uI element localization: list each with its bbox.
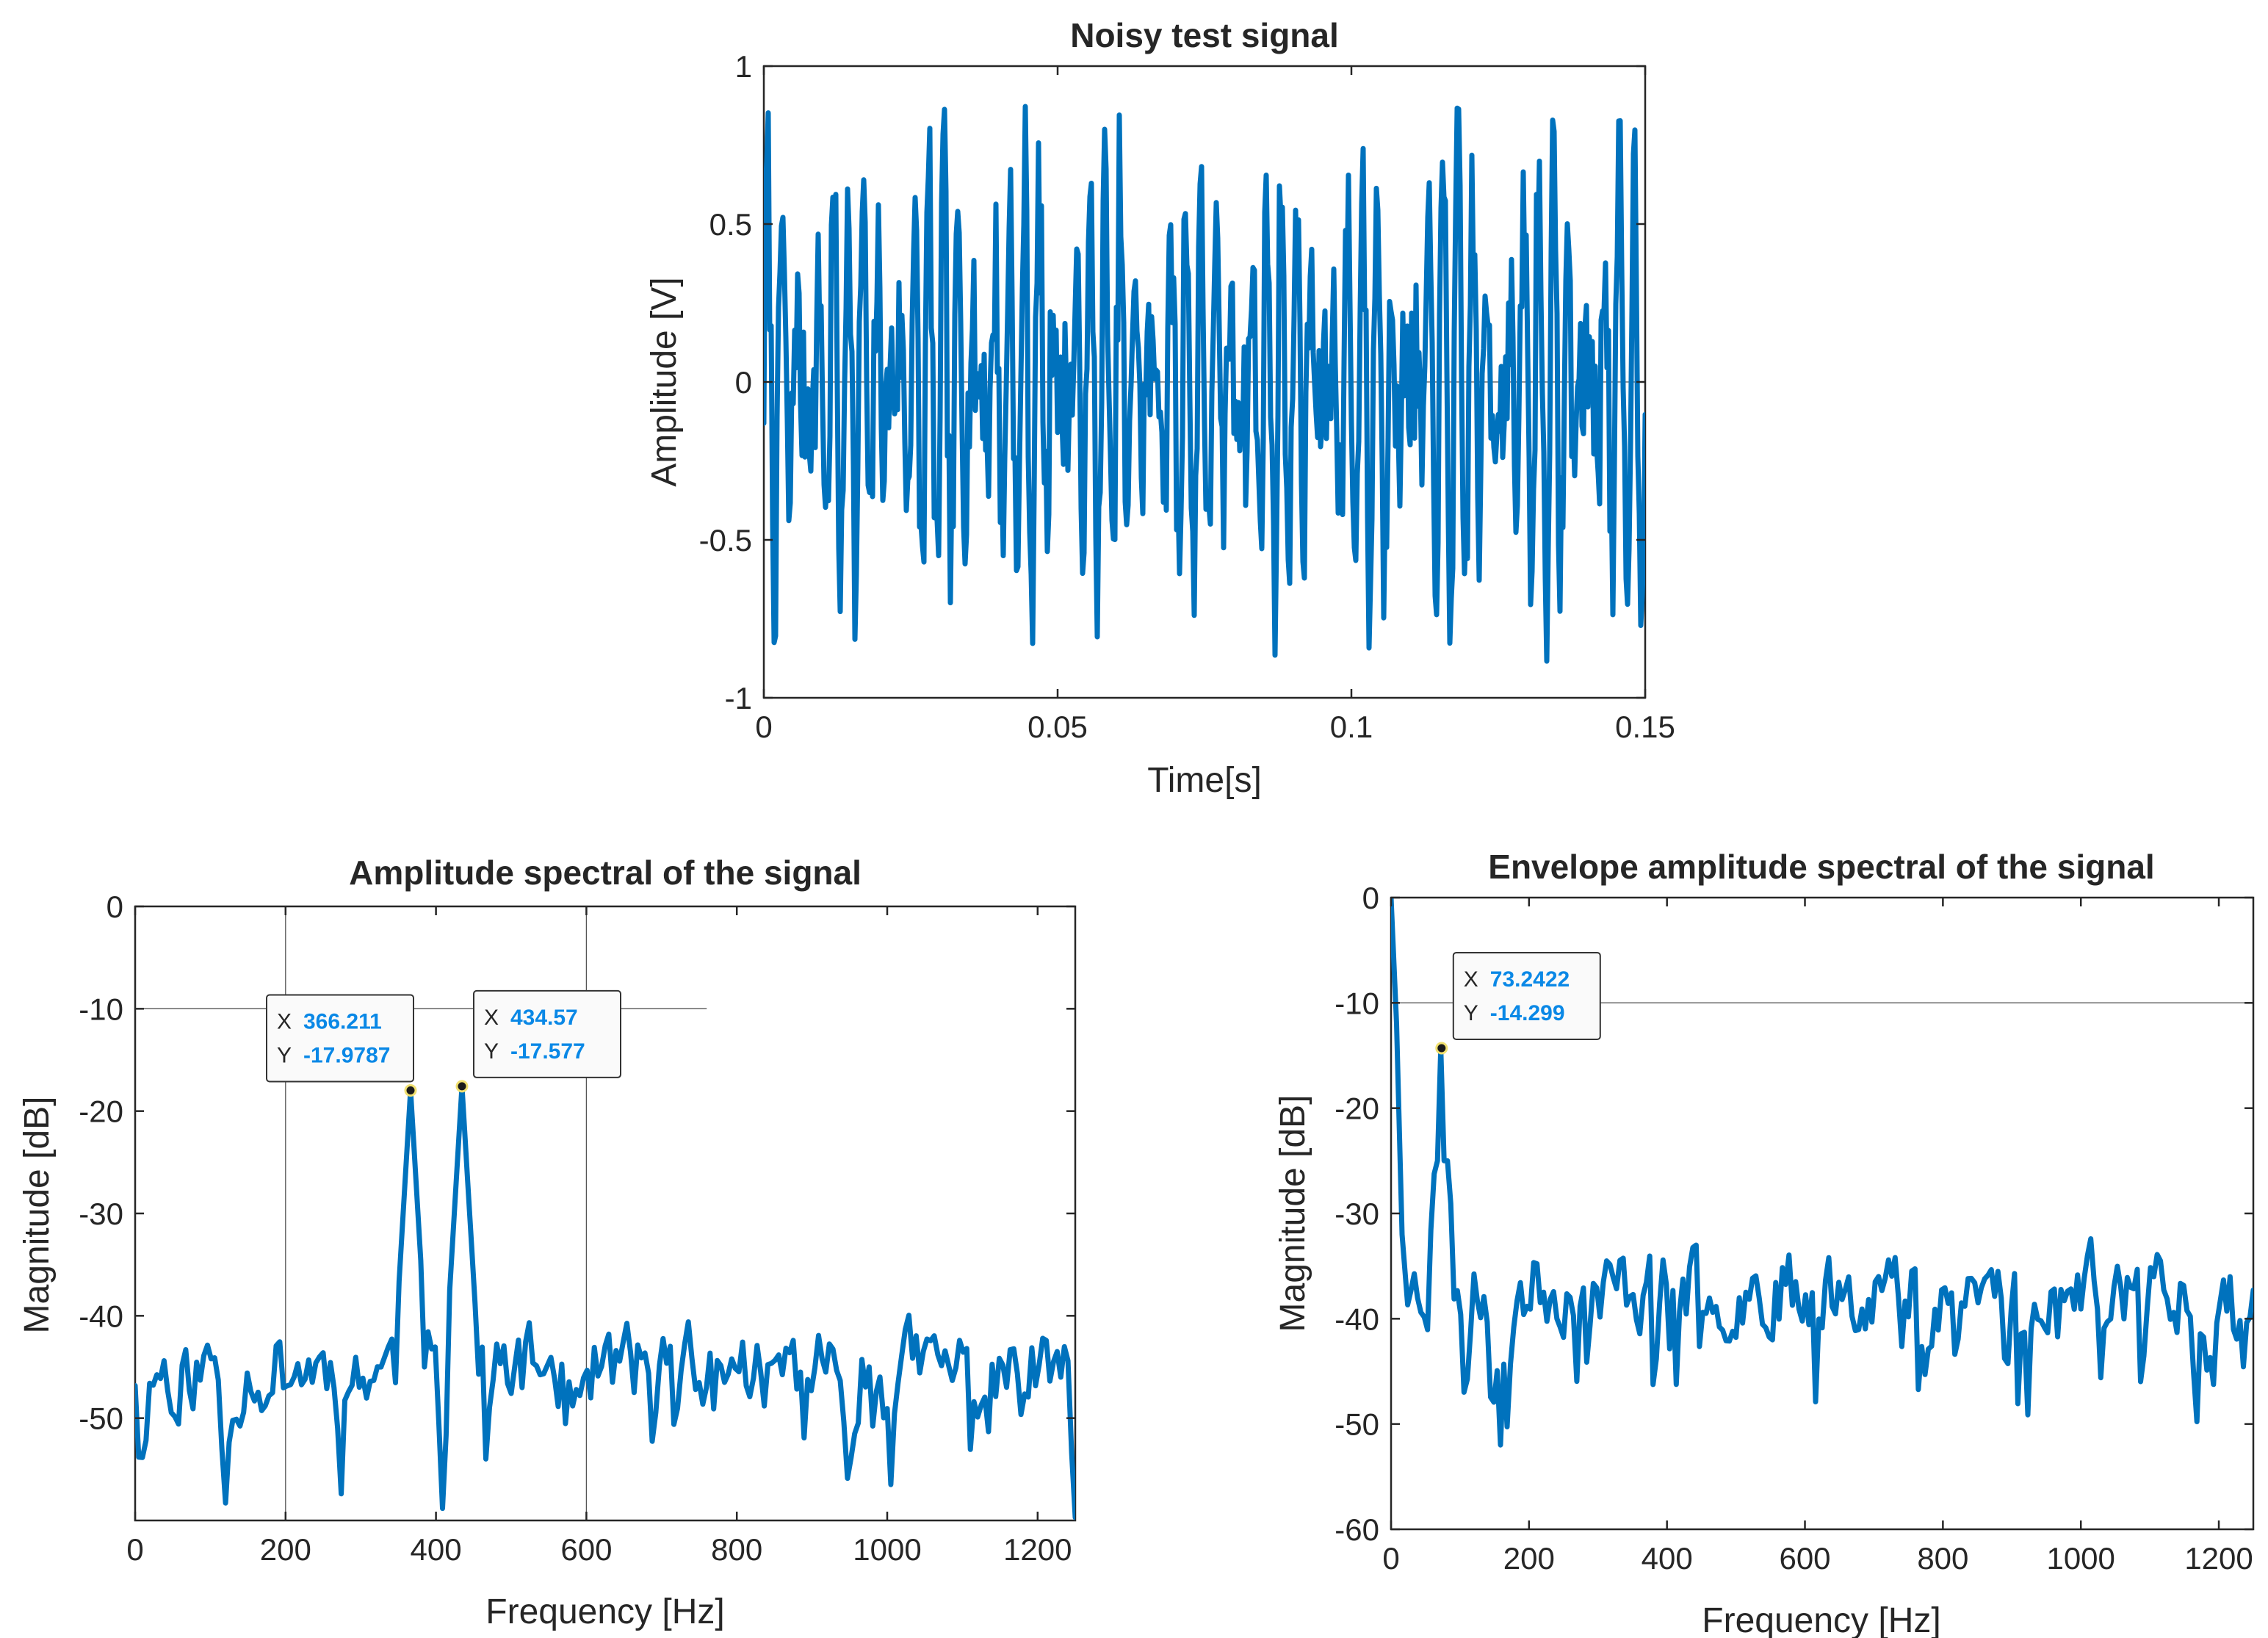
datatip-marker[interactable] (455, 1080, 469, 1093)
datatip-y-label: Y (277, 1044, 292, 1068)
y-tick-label: -60 (1335, 1512, 1379, 1547)
x-tick-label: 1200 (2184, 1541, 2253, 1576)
x-axis-label: Frequency [Hz] (1702, 1601, 1940, 1638)
x-tick-label: 0 (126, 1532, 143, 1567)
y-tick-label: -30 (79, 1197, 123, 1231)
datatip-x-value: 366.211 (303, 1010, 382, 1034)
x-tick-label: 1000 (2046, 1541, 2114, 1576)
y-tick-label: 1 (735, 49, 752, 84)
y-tick-label: -40 (1335, 1302, 1379, 1336)
tick-marks (1390, 896, 2253, 1531)
x-tick-label: 400 (1642, 1541, 1693, 1576)
datatip-box (266, 994, 415, 1083)
y-tick-label: 0 (106, 890, 123, 924)
datatip-x-label: X (277, 1010, 292, 1034)
x-tick-label: 0.1 (1330, 710, 1373, 744)
x-tick-label: 0 (755, 710, 772, 744)
y-tick-label: -0.5 (699, 523, 752, 558)
datatips: X 366.211 Y -17.9787 X 434.57 Y -17.577 (266, 989, 621, 1097)
x-tick-label: 600 (560, 1532, 612, 1567)
y-tick-label: -30 (1335, 1197, 1379, 1231)
y-tick-label: -40 (79, 1299, 123, 1333)
datatip-y-label: Y (1464, 1001, 1478, 1025)
y-tick-label: -50 (79, 1401, 123, 1436)
y-tick-label: -20 (1335, 1092, 1379, 1126)
x-tick-label: 0.05 (1028, 710, 1088, 744)
y-tick-label: -10 (79, 992, 123, 1026)
datatip-x-label: X (1464, 967, 1478, 992)
datatip-x-value: 73.2422 (1490, 967, 1570, 992)
datatip-box (1452, 951, 1601, 1040)
x-tick-labels: 0 0.05 0.1 0.15 (755, 710, 1675, 744)
datatip-y-value: -14.299 (1490, 1001, 1565, 1025)
y-tick-labels: -1 -0.5 0 0.5 1 (699, 49, 752, 715)
x-tick-label: 400 (411, 1532, 462, 1567)
y-tick-label: -50 (1335, 1407, 1379, 1442)
y-axis-label: Magnitude [dB] (1274, 1095, 1312, 1332)
datatips: X 73.2422 Y -14.299 (1435, 951, 1601, 1055)
y-tick-label: 0 (1362, 881, 1379, 915)
y-tick-label: 0 (735, 365, 752, 400)
datatip-marker[interactable] (404, 1084, 417, 1097)
x-axis-label: Time[s] (1147, 761, 1262, 800)
x-tick-label: 800 (711, 1532, 762, 1567)
tick-marks (134, 905, 1075, 1520)
chart-title: Amplitude spectral of the signal (349, 854, 862, 892)
x-tick-label: 800 (1917, 1541, 1968, 1576)
x-tick-label: 600 (1779, 1541, 1830, 1576)
chart-noisy-test-signal: 0 0.05 0.1 0.15 -1 -0.5 0 0.5 1 Noisy test sign… (645, 16, 1675, 800)
x-tick-label: 1200 (1003, 1532, 1072, 1567)
y-tick-label: 0.5 (709, 207, 752, 242)
x-tick-label: 200 (260, 1532, 311, 1567)
signal-line (764, 104, 1645, 664)
envelope-spectrum-line (1391, 898, 2253, 1448)
x-tick-label: 0.15 (1615, 710, 1675, 744)
chart-title: Envelope amplitude spectral of the signa… (1488, 848, 2154, 886)
datatip-x-label: X (484, 1006, 499, 1030)
y-tick-label: -20 (79, 1094, 123, 1129)
y-tick-labels: 0 -10 -20 -30 -40 -50 -60 (1335, 881, 1379, 1547)
chart-amplitude-spectral: 0 200 400 600 800 1000 1200 0 -10 -20 -30 -40 -50 A… (18, 854, 1077, 1631)
datatip[interactable]: X 73.2422 Y -14.299 (1435, 951, 1601, 1055)
x-tick-label: 200 (1503, 1541, 1555, 1576)
y-tick-label: -10 (1335, 986, 1379, 1020)
datatip[interactable]: X 366.211 Y -17.9787 (266, 994, 417, 1097)
y-tick-label: -1 (725, 681, 752, 715)
x-tick-labels: 0 200 400 600 800 1000 1200 (126, 1532, 1072, 1567)
chart-envelope-amplitude-spectral: 0 200 400 600 800 1000 1200 0 -10 -20 -30 -40 -50 -6… (1274, 848, 2255, 1638)
y-axis-label: Magnitude [dB] (18, 1097, 57, 1334)
spectrum-line (135, 1083, 1075, 1520)
x-tick-labels: 0 200 400 600 800 1000 1200 (1382, 1541, 2253, 1576)
datatip-x-value: 434.57 (510, 1006, 578, 1030)
datatip-box (472, 989, 621, 1078)
y-axis-label: Amplitude [V] (645, 277, 684, 486)
x-tick-label: 0 (1382, 1541, 1399, 1576)
datatip-y-value: -17.9787 (303, 1044, 390, 1068)
datatip-y-label: Y (484, 1039, 499, 1064)
x-axis-label: Frequency [Hz] (485, 1592, 724, 1631)
tick-marks (762, 65, 1647, 699)
x-tick-label: 1000 (853, 1532, 921, 1567)
datatip[interactable]: X 434.57 Y -17.577 (455, 989, 621, 1093)
datatip-marker[interactable] (1435, 1042, 1448, 1055)
y-tick-labels: 0 -10 -20 -30 -40 -50 (79, 890, 123, 1436)
datatip-y-value: -17.577 (510, 1039, 585, 1064)
chart-title: Noisy test signal (1070, 16, 1339, 54)
